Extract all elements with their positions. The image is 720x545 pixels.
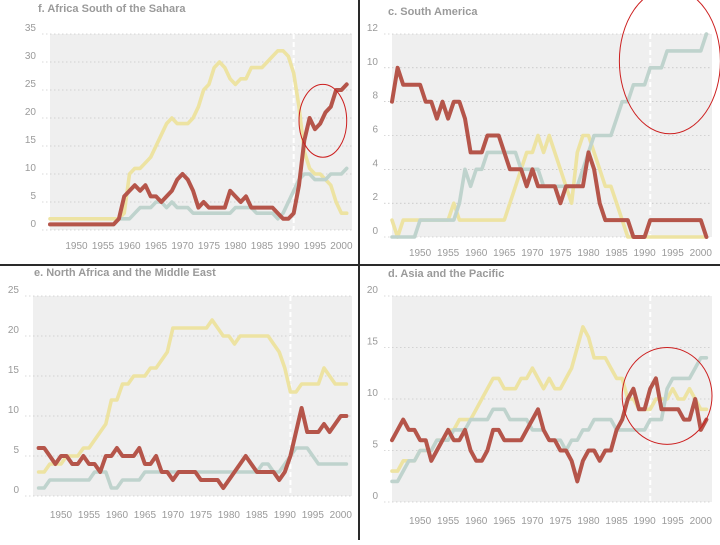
x-tick-label: 1995 (662, 248, 685, 259)
x-tick-label: 1990 (634, 248, 657, 259)
y-tick-label: 12 (367, 23, 379, 34)
x-tick-label: 1960 (118, 241, 141, 252)
x-tick-label: 1985 (605, 516, 628, 527)
x-tick-label: 1950 (50, 510, 73, 521)
x-tick-label: 1960 (106, 510, 129, 521)
plot-area (33, 296, 352, 496)
chart-d: d. Asia and the Pacific 0 5 10 15 20 1950 1955 1… (367, 268, 713, 527)
y-tick-label: 10 (8, 405, 20, 416)
y-tick-label: 20 (8, 325, 20, 336)
x-tick-label: 1970 (521, 516, 544, 527)
y-tick-label: 5 (30, 191, 36, 202)
x-tick-label: 1950 (65, 241, 88, 252)
chart-panel-d: d. Asia and the Pacific 0 5 10 15 20 1950 1955 1… (360, 266, 720, 540)
x-tick-label: 1980 (224, 241, 247, 252)
x-tick-label: 1970 (162, 510, 185, 521)
series-line-teal (48, 166, 349, 227)
x-tick-label: 1995 (662, 516, 685, 527)
highlight-circle (618, 0, 720, 135)
chart-f: f. Africa South of the Sahara 0 5 10 15 20 25 3… (25, 3, 353, 252)
y-tick-label: 25 (25, 79, 37, 90)
x-tick-label: 1960 (465, 516, 488, 527)
x-tick-label: 1985 (251, 241, 274, 252)
y-tick-label: 0 (372, 491, 378, 502)
x-tick-label: 1995 (304, 241, 327, 252)
x-tick-label: 1950 (409, 248, 432, 259)
chart-panel-c: c. South America 0 2 4 6 8 10 12 1950 1955 1960 196… (360, 0, 720, 264)
y-tick-label: 5 (13, 445, 19, 456)
x-tick-label: 2000 (330, 510, 353, 521)
x-tick-label: 1980 (577, 248, 600, 259)
y-tick-label: 15 (367, 337, 379, 348)
chart-e: e. North Africa and the Middle East 0 5 10 1… (8, 267, 353, 521)
y-tick-label: 5 (372, 440, 378, 451)
series-line-red (390, 65, 709, 239)
chart-title: d. Asia and the Pacific (388, 268, 504, 280)
x-tick-label: 1975 (549, 516, 572, 527)
x-tick-label: 1965 (145, 241, 168, 252)
x-tick-label: 1965 (134, 510, 157, 521)
chart-panel-e: e. North Africa and the Middle East 0 5 10 1… (0, 266, 358, 540)
y-tick-label: 6 (372, 125, 378, 136)
x-tick-label: 1955 (78, 510, 101, 521)
x-tick-label: 1965 (493, 248, 516, 259)
y-tick-label: 0 (13, 485, 19, 496)
y-tick-label: 0 (30, 219, 36, 230)
chart-title: c. South America (388, 6, 478, 18)
series-line-red (36, 406, 349, 490)
chart-c: c. South America 0 2 4 6 8 10 12 1950 1955 1960 196… (367, 0, 720, 259)
y-tick-label: 20 (25, 107, 37, 118)
highlight-circle (298, 83, 348, 158)
chart-title: e. North Africa and the Middle East (34, 267, 216, 279)
y-tick-label: 30 (25, 51, 37, 62)
y-tick-label: 8 (372, 91, 378, 102)
x-tick-label: 1955 (437, 516, 460, 527)
x-tick-label: 2000 (690, 248, 713, 259)
chart-title: f. Africa South of the Sahara (38, 3, 186, 15)
series-line-yellow (390, 133, 709, 239)
x-tick-label: 1990 (277, 241, 300, 252)
x-tick-label: 1955 (437, 248, 460, 259)
x-tick-label: 1975 (198, 241, 221, 252)
series-line-red (48, 82, 349, 227)
x-tick-label: 1990 (634, 516, 657, 527)
y-tick-label: 4 (372, 158, 378, 169)
panel-divider-horizontal (0, 264, 720, 266)
x-tick-label: 1960 (465, 248, 488, 259)
x-tick-label: 1990 (274, 510, 297, 521)
series-line-yellow (48, 48, 349, 221)
x-tick-label: 1965 (493, 516, 516, 527)
y-tick-label: 20 (367, 285, 379, 296)
y-tick-label: 10 (367, 388, 379, 399)
x-tick-label: 1985 (246, 510, 269, 521)
x-tick-label: 1955 (92, 241, 115, 252)
x-tick-label: 1975 (549, 248, 572, 259)
x-tick-label: 2000 (330, 241, 353, 252)
chart-panel-f: f. Africa South of the Sahara 0 5 10 15 20 25 3… (0, 0, 358, 264)
y-tick-label: 25 (8, 285, 20, 296)
x-tick-label: 1980 (577, 516, 600, 527)
panel-divider-vertical (358, 0, 360, 540)
series-line-red (390, 376, 709, 484)
x-tick-label: 1950 (409, 516, 432, 527)
y-tick-label: 15 (8, 365, 20, 376)
y-tick-label: 15 (25, 135, 37, 146)
y-tick-label: 35 (25, 23, 37, 34)
y-tick-label: 0 (372, 226, 378, 237)
x-tick-label: 1970 (521, 248, 544, 259)
y-tick-label: 2 (372, 192, 378, 203)
x-tick-label: 1975 (190, 510, 213, 521)
x-tick-label: 1970 (171, 241, 194, 252)
x-tick-label: 1985 (605, 248, 628, 259)
y-tick-label: 10 (367, 57, 379, 68)
y-tick-label: 10 (25, 163, 37, 174)
x-tick-label: 1980 (218, 510, 241, 521)
highlight-circle (621, 347, 713, 445)
series-line-yellow (36, 318, 349, 474)
x-tick-label: 1995 (302, 510, 325, 521)
x-tick-label: 2000 (690, 516, 713, 527)
